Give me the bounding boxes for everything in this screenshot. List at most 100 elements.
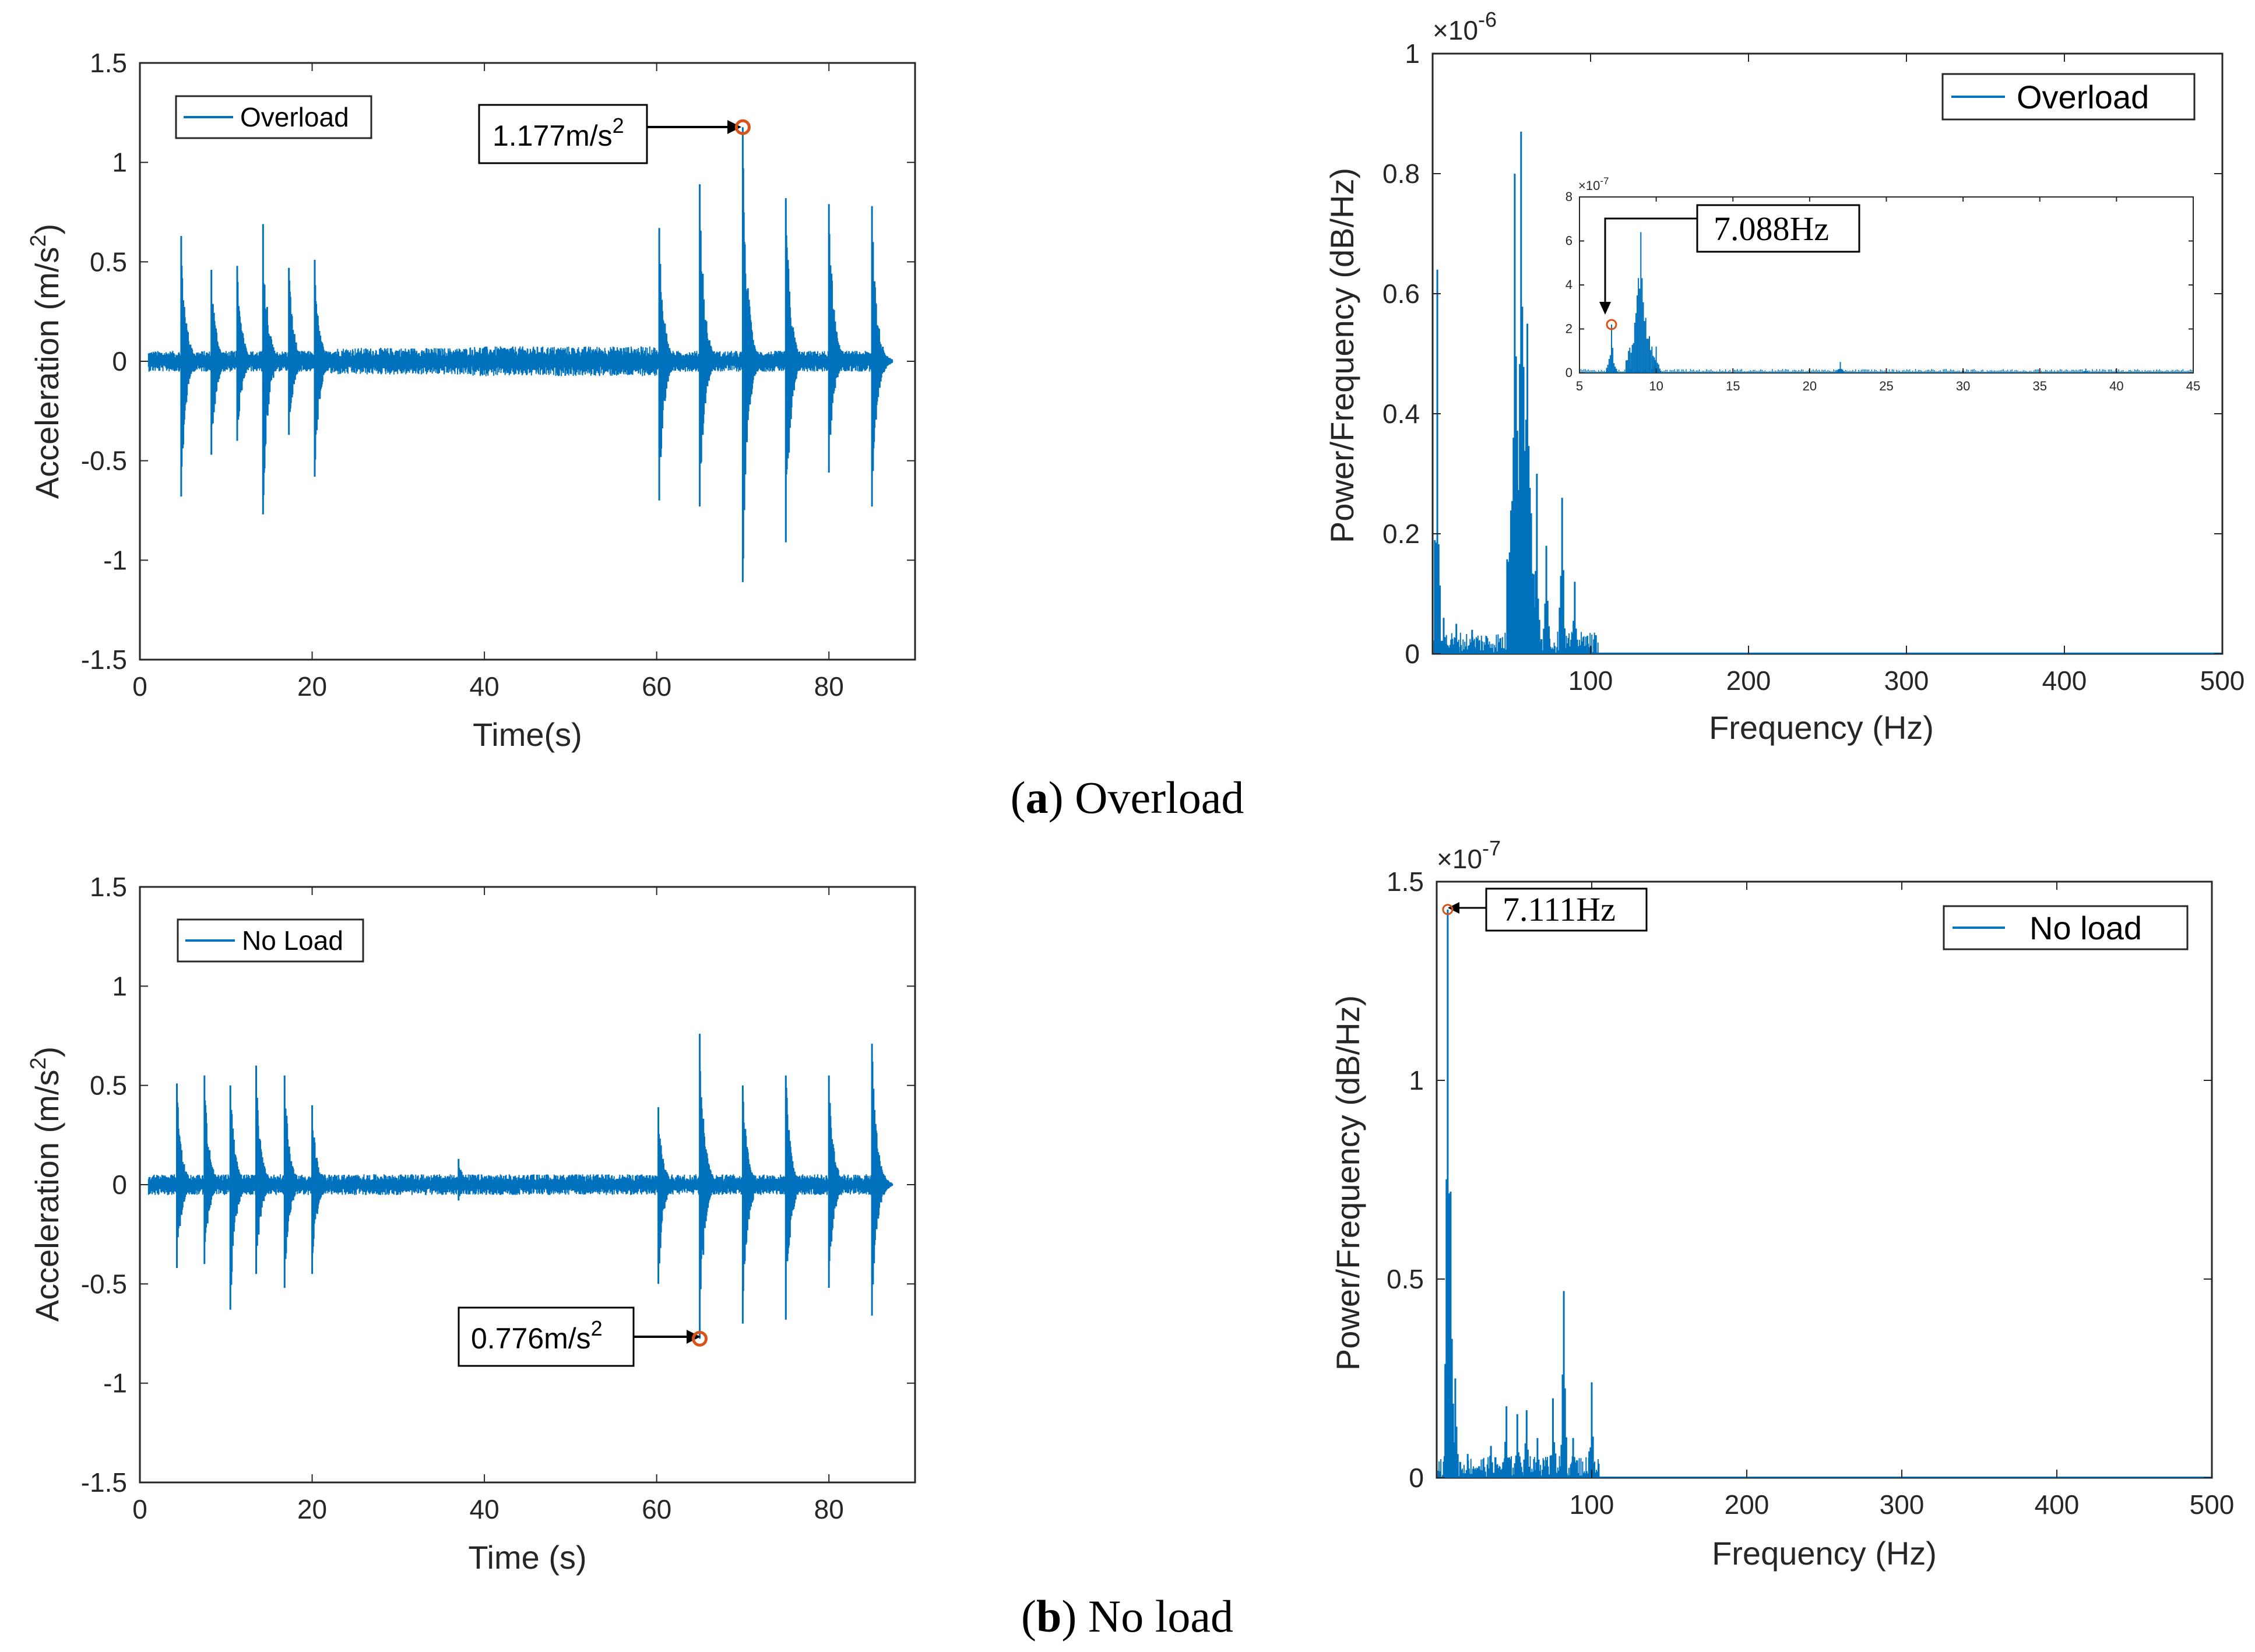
psd-peak [1560, 1291, 1567, 1478]
peak-annotation: 0.776m/s2 [458, 1306, 708, 1367]
x-tick-label: 0 [132, 1494, 147, 1524]
axis-exponent-power: -6 [1478, 8, 1497, 31]
x-tick-label: 80 [814, 671, 844, 702]
y-axis-label-close: ) [29, 1047, 65, 1058]
x-tick-label: 100 [1570, 1489, 1614, 1520]
impulse-spike [210, 270, 233, 455]
plot-area [1436, 880, 2213, 1479]
annotation-arrowhead [1599, 302, 1611, 315]
psd-peak [1584, 636, 1591, 654]
x-tick-label: 100 [1568, 665, 1613, 696]
annotation-box [458, 1306, 635, 1367]
caption-b: (b) No load [1021, 1591, 1233, 1642]
psd-peak [1434, 269, 1441, 654]
inset-axis-ticks: 5 10 15 20 25 30 35 40 45 0 2 4 6 8 [1566, 189, 2200, 393]
y-axis-label-close: ) [29, 224, 65, 235]
impulse-spike [283, 1075, 306, 1288]
x-tick-label: 300 [1884, 665, 1929, 696]
y-tick-label: -0.5 [81, 1269, 127, 1299]
x-tick-label: 400 [2035, 1489, 2080, 1520]
impulse-spike [176, 1083, 198, 1269]
y-tick-label-zero: 0 [1405, 639, 1420, 669]
legend-label: No load [2029, 910, 2142, 946]
peak-annotation: 1.177m/s2 [478, 104, 751, 164]
psd-peak [1534, 1438, 1541, 1478]
impulse-spike [741, 1085, 764, 1324]
caption-a: (a) Overload [1011, 772, 1244, 823]
y-tick-label: 0 [112, 1170, 127, 1200]
psd-peak [1503, 1406, 1510, 1478]
impulse-spike [262, 224, 284, 515]
x-tick-label: 60 [642, 1494, 671, 1524]
legend: No load [1943, 905, 2189, 950]
impulse-spike [255, 1065, 277, 1274]
noload-time-chart: 0 20 40 60 80 -1.5 -1 -0.5 0 0.5 1 1.5 Time (s) Acc… [26, 872, 916, 1576]
y-axis-label-text: Acceleration (m/s [29, 1070, 65, 1322]
impulse-spike [288, 267, 310, 435]
y-tick-label: 6 [1566, 234, 1572, 248]
inset-peak [1606, 325, 1617, 373]
psd-peak [1452, 624, 1460, 654]
psd-peak [1543, 545, 1550, 654]
caption-b-letter: b [1036, 1591, 1061, 1642]
y-tick-label: 0 [1409, 1463, 1424, 1493]
axis-ticks: 0 20 40 60 80 -1.5 -1 -0.5 0 0.5 1 1.5 [81, 872, 915, 1524]
impulse-spike [658, 228, 681, 501]
psd-peak [1468, 629, 1476, 654]
y-tick-label: 1.5 [1387, 866, 1424, 897]
psd-peak [1559, 498, 1566, 654]
psd-series [1433, 131, 2223, 654]
psd-peak [1514, 1414, 1521, 1478]
psd-peak [1519, 323, 1536, 654]
annotation-label: 7.111Hz [1503, 890, 1616, 928]
legend-label: Overload [240, 102, 349, 132]
annotation-arrowhead [727, 120, 741, 134]
y-tick-label: 8 [1566, 189, 1572, 204]
annotation-arrowhead [1448, 902, 1459, 914]
axis-exponent: ×10-6 [1433, 8, 1497, 45]
x-tick-label: 35 [2033, 379, 2047, 393]
impulse-spike [871, 1044, 893, 1316]
inset-peak [1626, 232, 1656, 373]
y-tick-label: 0.5 [90, 1070, 127, 1101]
caption-a-text: Overload [1075, 772, 1244, 823]
inset-peak [1835, 362, 1846, 373]
x-tick-label: 500 [2190, 1489, 2235, 1520]
psd-peak [1440, 618, 1447, 654]
impulse-spike [236, 266, 259, 441]
peak-marker [1606, 319, 1617, 330]
x-tick-label: 80 [814, 1494, 844, 1524]
x-tick-label: 300 [1880, 1489, 1925, 1520]
impulse-spike [699, 184, 721, 507]
psd-peak [1570, 1438, 1577, 1478]
y-axis-label: Acceleration (m/s2) [26, 1047, 65, 1322]
impulse-spike [784, 1075, 807, 1320]
y-tick-label: -1 [103, 545, 127, 575]
impulse-spike [699, 1034, 721, 1339]
annotation-value: 1.177m/s [492, 119, 613, 152]
x-tick-label: 500 [2200, 665, 2245, 696]
psd-peak [1464, 1454, 1471, 1478]
y-tick-label: -1.5 [81, 644, 127, 675]
annotation-sup: 2 [613, 114, 624, 138]
impulse-spike [311, 1105, 333, 1274]
x-tick-label: 20 [1803, 379, 1817, 393]
y-tick-label: 1.5 [90, 872, 127, 902]
annotation-box [1485, 887, 1648, 932]
x-axis-label: Frequency (Hz) [1712, 1535, 1937, 1572]
x-tick-label: 45 [2186, 379, 2200, 393]
x-tick-label: 15 [1726, 379, 1740, 393]
psd-peak [1523, 1410, 1530, 1478]
impulse-spike [871, 206, 893, 507]
y-tick-label: 0 [112, 346, 127, 376]
y-axis-label: Acceleration (m/s2) [26, 224, 65, 499]
annotation-box [1696, 204, 1860, 253]
annotation-label: 7.088Hz [1714, 210, 1829, 248]
psd-peak [1452, 1378, 1459, 1478]
y-tick-label: -1 [103, 1368, 127, 1399]
